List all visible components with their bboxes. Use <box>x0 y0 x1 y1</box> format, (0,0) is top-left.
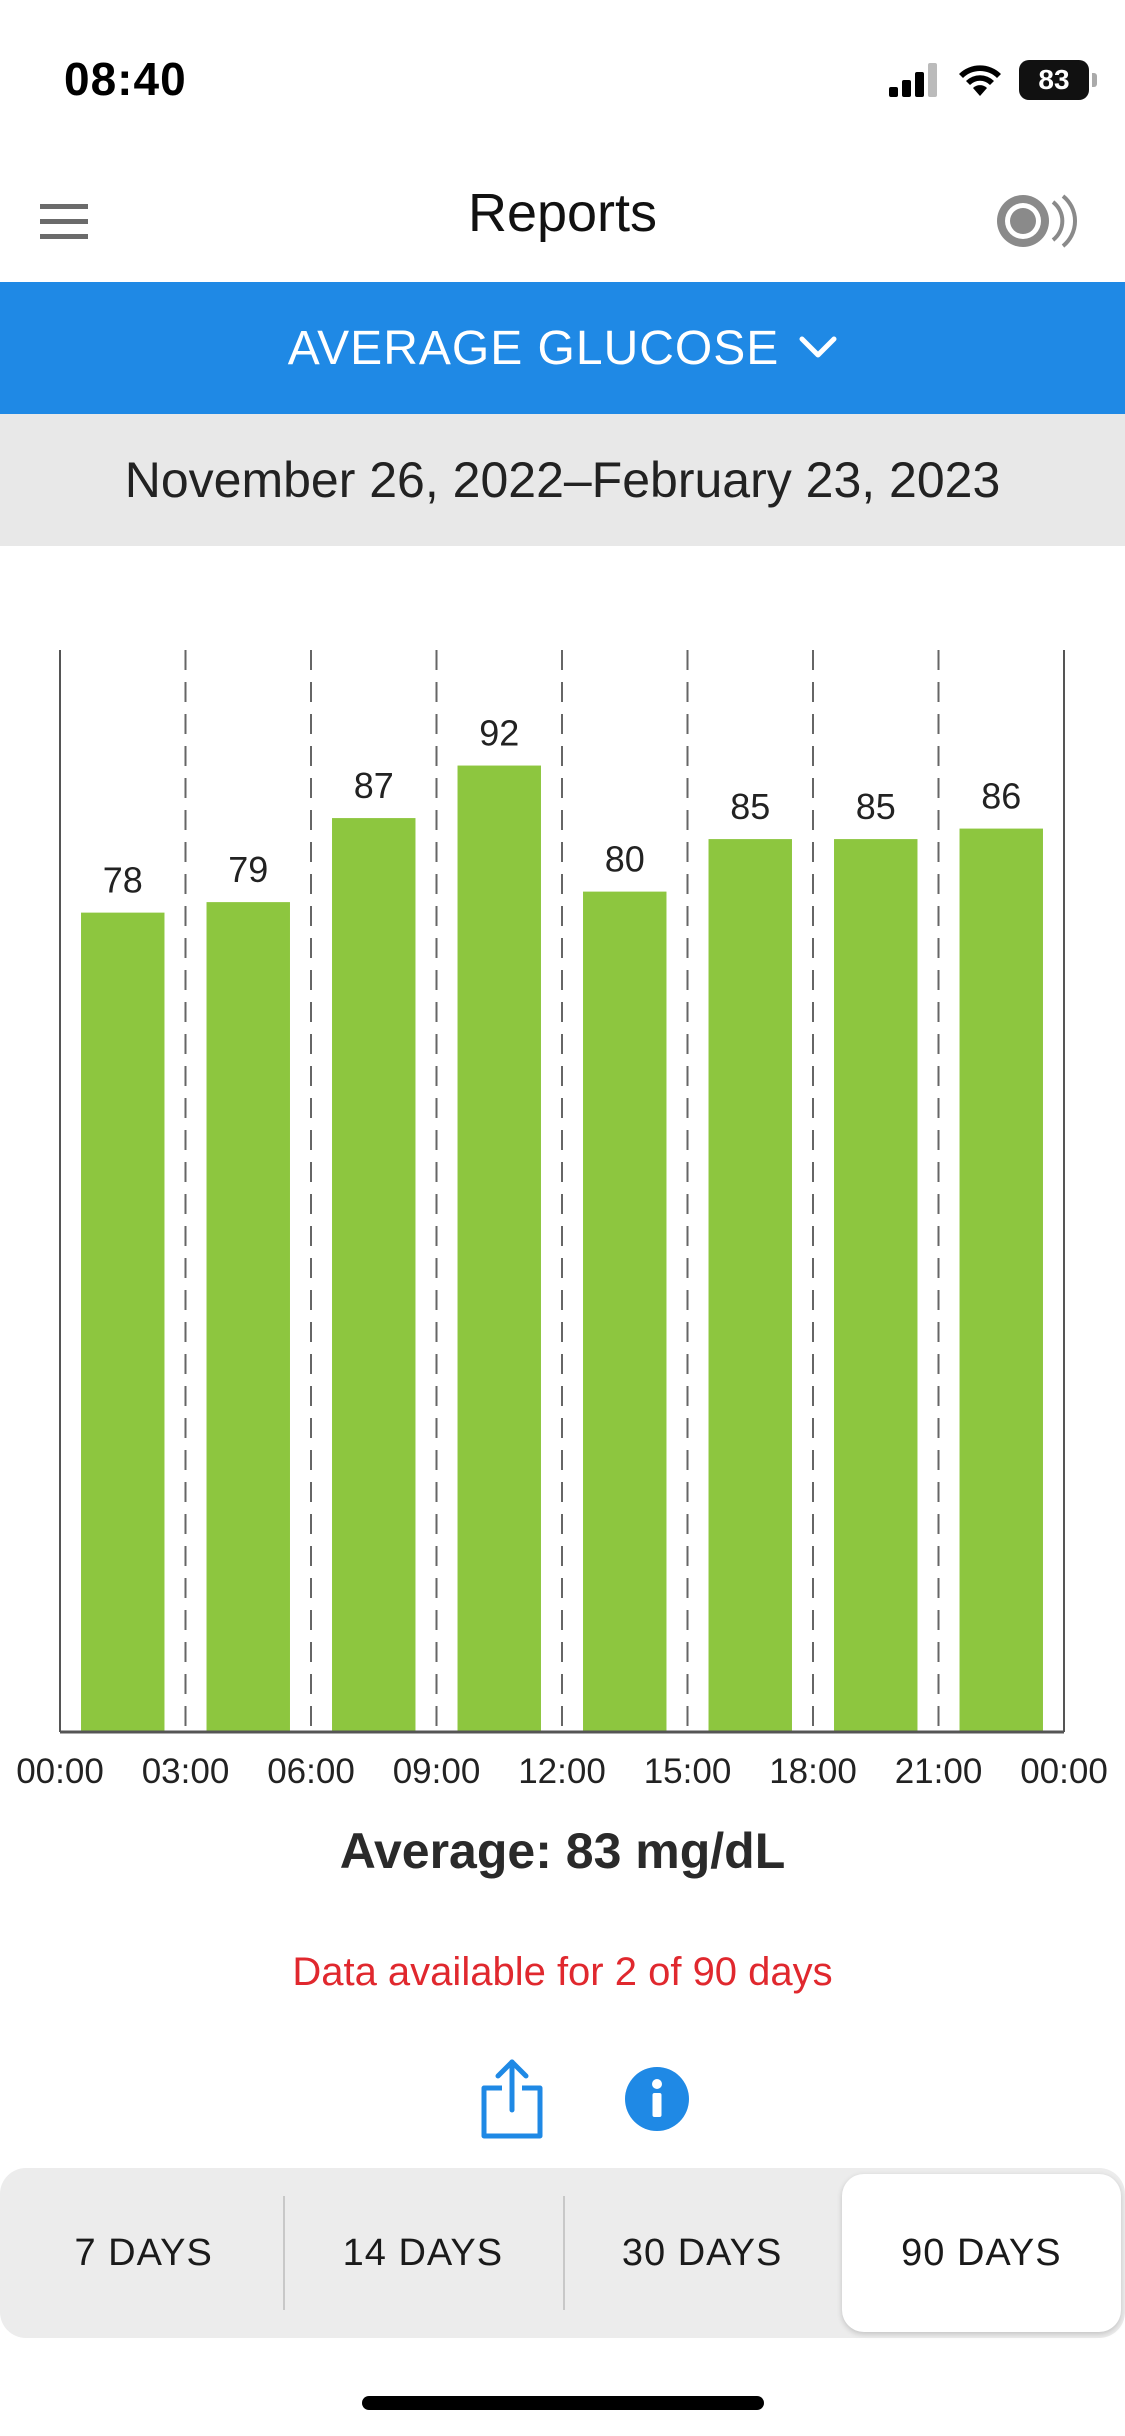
x-tick-label: 15:00 <box>644 1752 732 1791</box>
home-indicator <box>362 2396 764 2410</box>
segment-7-days[interactable]: 7 DAYS <box>74 2231 213 2274</box>
segment-14-days[interactable]: 14 DAYS <box>283 2174 562 2332</box>
wifi-icon <box>959 65 1001 96</box>
segment-90-days[interactable]: 90 DAYS <box>841 2174 1121 2332</box>
report-type-dropdown[interactable]: AVERAGE GLUCOSE <box>0 282 1125 414</box>
status-icons: 83 <box>889 58 1097 102</box>
x-tick-label: 12:00 <box>518 1752 606 1791</box>
average-glucose-value: Average: 83 mg/dL <box>339 1823 786 1879</box>
sensor-scan-icon <box>997 194 1077 248</box>
bar-4 <box>583 891 667 1732</box>
bar-6 <box>834 839 918 1732</box>
x-tick-label: 09:00 <box>393 1752 481 1791</box>
chevron-down-icon <box>799 336 837 358</box>
share-button[interactable] <box>480 2058 544 2140</box>
menu-button[interactable] <box>40 202 100 252</box>
battery-icon: 83 <box>1019 60 1097 100</box>
bar-value-label: 86 <box>981 776 1021 817</box>
bar-1 <box>206 902 290 1732</box>
bar-value-label: 92 <box>479 713 519 754</box>
average-glucose-chart: 78 79 87 92 80 85 85 86 00:00 03:00 06:00 09:00 12:0… <box>16 650 1108 1791</box>
page-title: Reports <box>467 183 658 243</box>
nav-bar: Reports <box>0 160 1125 282</box>
info-icon <box>625 2067 689 2131</box>
bar-7 <box>959 828 1043 1732</box>
sensor-scan-button[interactable] <box>995 186 1081 256</box>
status-bar: 08:40 83 <box>0 0 1125 150</box>
date-range: November 26, 2022–February 23, 2023 <box>0 414 1125 546</box>
share-icon <box>481 2059 543 2139</box>
x-tick-label: 00:00 <box>1020 1752 1108 1791</box>
hamburger-menu-icon <box>40 204 88 239</box>
bar-value-label: 80 <box>605 839 645 880</box>
battery-level: 83 <box>1038 64 1070 95</box>
bar-2 <box>332 818 416 1732</box>
data-availability-warning: Data available for 2 of 90 days <box>292 1950 833 1994</box>
cellular-signal-icon <box>889 63 937 97</box>
bar-value-label: 85 <box>856 786 896 827</box>
bar-5 <box>708 839 792 1732</box>
x-tick-label: 21:00 <box>895 1752 983 1791</box>
status-time: 08:40 <box>64 53 187 105</box>
segment-30-days[interactable]: 30 DAYS <box>562 2174 842 2332</box>
x-tick-label: 00:00 <box>16 1752 104 1791</box>
bar-0 <box>81 912 165 1732</box>
x-tick-label: 03:00 <box>142 1752 230 1791</box>
info-button[interactable] <box>624 2066 690 2132</box>
x-tick-label: 18:00 <box>769 1752 857 1791</box>
x-tick-label: 06:00 <box>267 1752 355 1791</box>
bar-3 <box>457 765 541 1732</box>
report-type-label: AVERAGE GLUCOSE <box>287 321 780 375</box>
bar-value-label: 87 <box>354 765 394 806</box>
bar-value-label: 79 <box>228 849 268 890</box>
bar-value-label: 78 <box>103 860 143 901</box>
bar-value-label: 85 <box>730 786 770 827</box>
time-range-selector: 7 DAYS 14 DAYS 30 DAYS 90 DAYS <box>0 2168 1125 2338</box>
